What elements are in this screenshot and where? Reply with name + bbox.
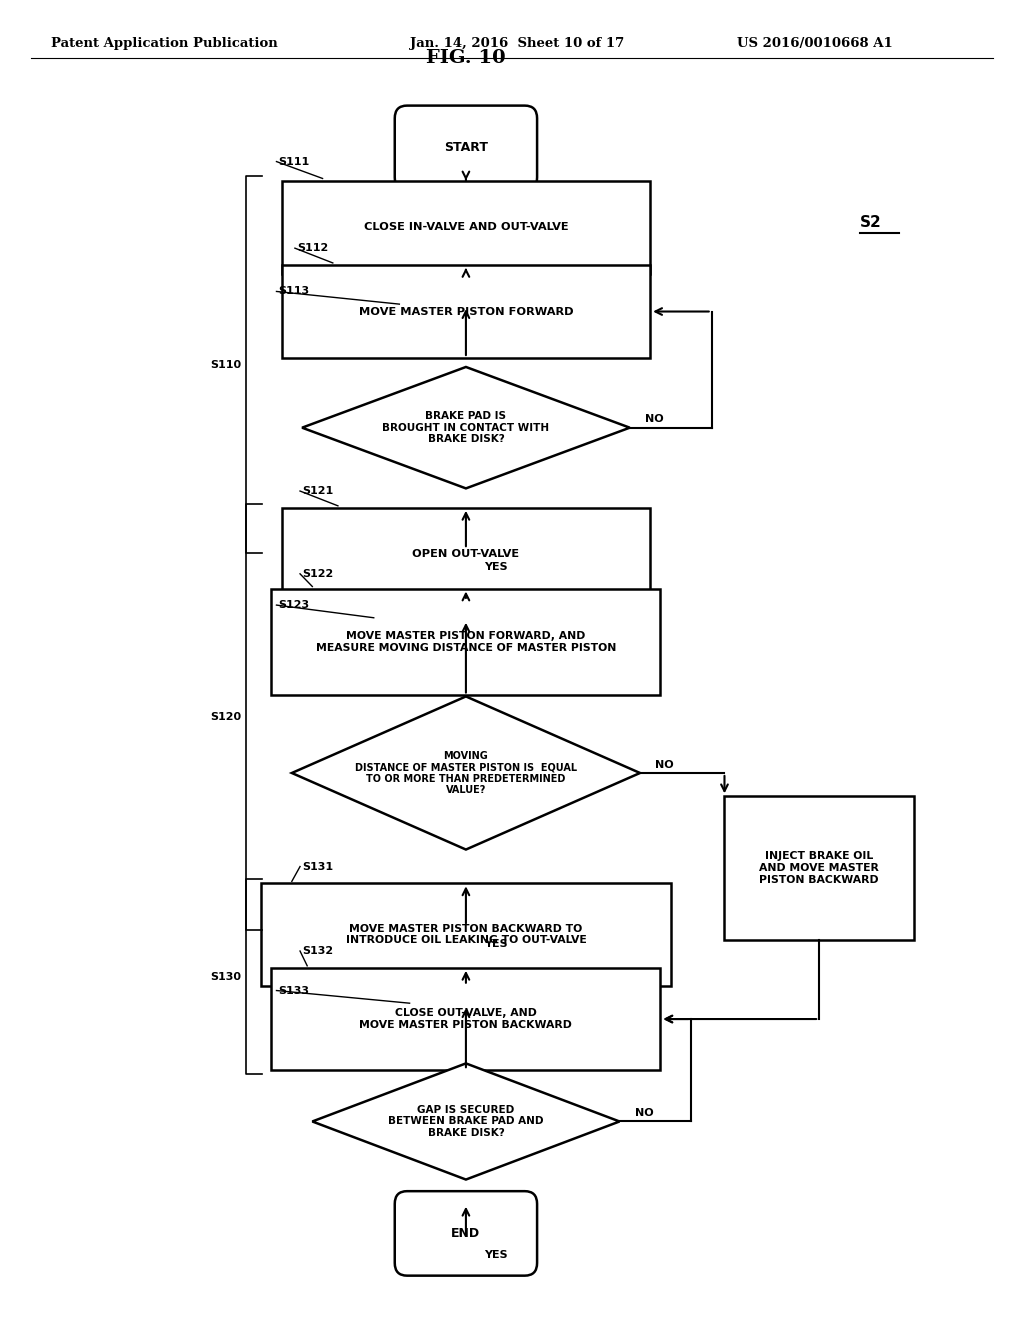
- Text: MOVE MASTER PISTON FORWARD, AND
MEASURE MOVING DISTANCE OF MASTER PISTON: MOVE MASTER PISTON FORWARD, AND MEASURE …: [315, 631, 616, 653]
- Polygon shape: [302, 367, 630, 488]
- Text: S112: S112: [297, 243, 329, 253]
- Text: Patent Application Publication: Patent Application Publication: [51, 37, 278, 50]
- Text: S110: S110: [211, 360, 242, 370]
- Text: YES: YES: [484, 562, 508, 572]
- Text: S120: S120: [211, 711, 242, 722]
- Text: START: START: [444, 141, 487, 154]
- Text: OPEN OUT-VALVE: OPEN OUT-VALVE: [413, 549, 519, 560]
- Text: S121: S121: [302, 486, 334, 496]
- Text: S130: S130: [211, 972, 242, 982]
- FancyBboxPatch shape: [395, 106, 537, 190]
- Text: BRAKE PAD IS
BROUGHT IN CONTACT WITH
BRAKE DISK?: BRAKE PAD IS BROUGHT IN CONTACT WITH BRA…: [382, 411, 550, 445]
- Text: S123: S123: [279, 601, 309, 610]
- Text: S122: S122: [302, 569, 334, 579]
- FancyBboxPatch shape: [271, 968, 660, 1071]
- FancyBboxPatch shape: [271, 589, 660, 696]
- Text: US 2016/0010668 A1: US 2016/0010668 A1: [737, 37, 893, 50]
- Text: MOVING
DISTANCE OF MASTER PISTON IS  EQUAL
TO OR MORE THAN PREDETERMINED
VALUE?: MOVING DISTANCE OF MASTER PISTON IS EQUA…: [355, 751, 577, 796]
- FancyBboxPatch shape: [395, 1191, 537, 1275]
- Text: S132: S132: [302, 946, 333, 956]
- FancyBboxPatch shape: [261, 883, 671, 986]
- Text: YES: YES: [484, 1250, 508, 1261]
- Text: GAP IS SECURED
BETWEEN BRAKE PAD AND
BRAKE DISK?: GAP IS SECURED BETWEEN BRAKE PAD AND BRA…: [388, 1105, 544, 1138]
- Text: S131: S131: [302, 862, 333, 871]
- Text: NO: NO: [645, 414, 664, 424]
- Text: INJECT BRAKE OIL
AND MOVE MASTER
PISTON BACKWARD: INJECT BRAKE OIL AND MOVE MASTER PISTON …: [759, 851, 880, 884]
- Text: FIG. 10: FIG. 10: [426, 49, 506, 67]
- Text: S113: S113: [279, 286, 309, 297]
- Text: NO: NO: [655, 759, 674, 770]
- Text: MOVE MASTER PISTON BACKWARD TO
INTRODUCE OIL LEAKING TO OUT-VALVE: MOVE MASTER PISTON BACKWARD TO INTRODUCE…: [345, 924, 587, 945]
- Text: S2: S2: [860, 215, 882, 230]
- Text: S133: S133: [279, 986, 309, 995]
- Polygon shape: [312, 1064, 620, 1180]
- FancyBboxPatch shape: [282, 181, 650, 273]
- Polygon shape: [292, 697, 640, 850]
- Text: MOVE MASTER PISTON FORWARD: MOVE MASTER PISTON FORWARD: [358, 306, 573, 317]
- Text: YES: YES: [484, 939, 508, 949]
- Text: Jan. 14, 2016  Sheet 10 of 17: Jan. 14, 2016 Sheet 10 of 17: [410, 37, 624, 50]
- FancyBboxPatch shape: [725, 796, 914, 940]
- FancyBboxPatch shape: [282, 508, 650, 601]
- Text: NO: NO: [635, 1107, 653, 1118]
- Text: END: END: [452, 1226, 480, 1239]
- Text: CLOSE IN-VALVE AND OUT-VALVE: CLOSE IN-VALVE AND OUT-VALVE: [364, 222, 568, 232]
- Text: CLOSE OUT-VALVE, AND
MOVE MASTER PISTON BACKWARD: CLOSE OUT-VALVE, AND MOVE MASTER PISTON …: [359, 1008, 572, 1030]
- Text: S111: S111: [279, 157, 310, 166]
- FancyBboxPatch shape: [282, 265, 650, 358]
